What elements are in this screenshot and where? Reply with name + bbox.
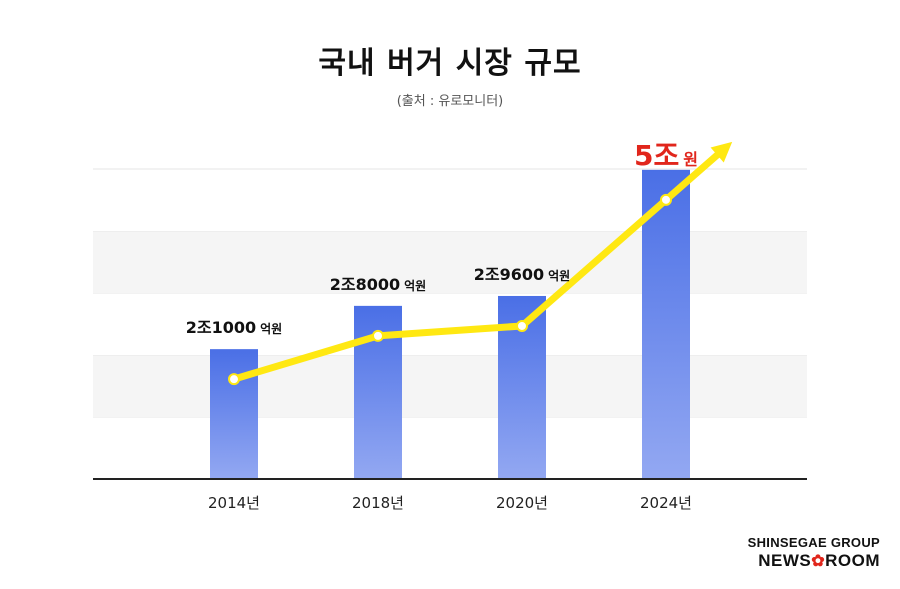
- data-label-unit: 억원: [260, 322, 282, 336]
- data-label-value: 2조1000: [186, 318, 256, 337]
- grid-band: [93, 231, 807, 293]
- data-label-value: 2조9600: [474, 265, 544, 284]
- data-label-unit: 원: [683, 150, 698, 169]
- newsroom-logo: SHINSEGAE GROUP NEWS✿ROOM: [748, 535, 880, 571]
- chart-title: 국내 버거 시장 규모: [318, 46, 582, 81]
- data-label: 2조9600 억원: [474, 265, 570, 284]
- logo-group-name: SHINSEGAE GROUP: [747, 535, 880, 550]
- data-label-value: 5조: [634, 139, 679, 172]
- bar: [210, 349, 258, 479]
- x-tick-label: 2014년: [208, 494, 260, 512]
- x-tick-label: 2020년: [496, 494, 548, 512]
- logo-room-text: ROOM: [825, 551, 880, 570]
- data-label-unit: 억원: [404, 279, 426, 293]
- trend-point: [372, 329, 384, 342]
- data-label: 5조 원: [634, 139, 698, 172]
- trend-arrowhead: [710, 141, 733, 163]
- chart-subtitle: (출처 : 유로모니터): [396, 94, 504, 109]
- logo-news-text: NEWS: [758, 551, 812, 570]
- grid-band: [93, 417, 807, 479]
- trend-point: [228, 373, 240, 386]
- flower-icon: ✿: [811, 553, 826, 570]
- data-label-value: 2조8000: [330, 275, 400, 294]
- x-tick-label: 2018년: [352, 494, 404, 512]
- data-label: 2조8000 억원: [330, 275, 426, 294]
- data-label-unit: 억원: [548, 269, 570, 283]
- trend-point: [516, 319, 528, 332]
- trend-point: [660, 193, 672, 206]
- logo-newsroom: NEWS✿ROOM: [748, 551, 880, 571]
- bar: [642, 169, 690, 480]
- grid-band: [93, 169, 807, 231]
- grid-band: [93, 355, 807, 417]
- x-tick-label: 2024년: [640, 494, 692, 512]
- data-label: 2조1000 억원: [186, 318, 282, 337]
